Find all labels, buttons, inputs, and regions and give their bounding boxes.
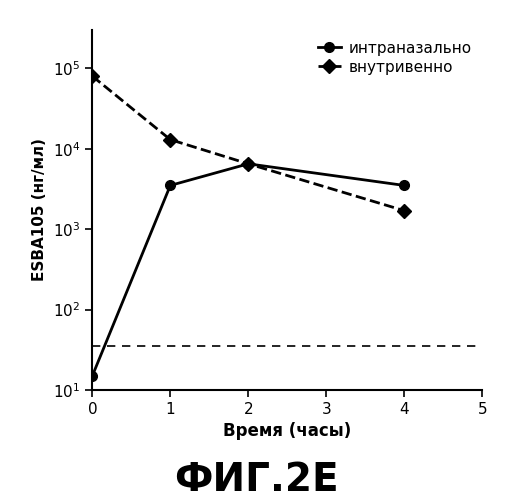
Legend: интраназально, внутривенно: интраназально, внутривенно — [312, 34, 478, 82]
внутривенно — [89, 73, 95, 79]
интраназально — [401, 182, 407, 188]
интраназально — [167, 182, 173, 188]
Line: внутривенно: внутривенно — [88, 72, 409, 216]
Text: ФИГ.2Е: ФИГ.2Е — [174, 461, 339, 499]
внутривенно — [167, 136, 173, 142]
интраназально — [89, 373, 95, 379]
внутривенно — [245, 161, 251, 167]
интраназально — [245, 161, 251, 167]
внутривенно — [401, 208, 407, 214]
Line: интраназально: интраназально — [88, 159, 409, 380]
Y-axis label: ESBA105 (нг/мл): ESBA105 (нг/мл) — [32, 138, 47, 282]
X-axis label: Время (часы): Время (часы) — [223, 422, 351, 440]
